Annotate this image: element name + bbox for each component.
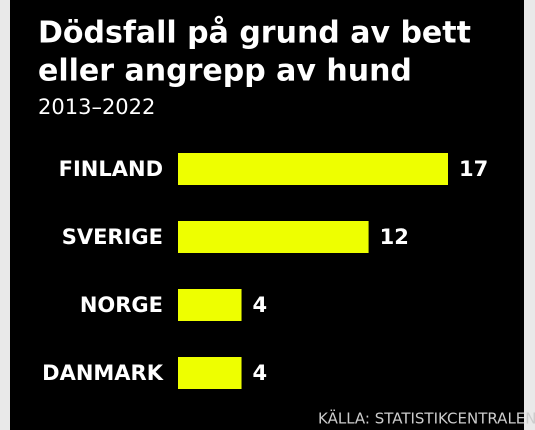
category-label: NORGE — [80, 293, 163, 317]
bar — [178, 221, 369, 253]
category-label: SVERIGE — [62, 225, 163, 249]
category-label: DANMARK — [42, 361, 164, 385]
category-label: FINLAND — [59, 157, 163, 181]
value-label: 4 — [253, 293, 268, 317]
chart-title: Dödsfall på grund av bett — [38, 15, 471, 51]
value-label: 4 — [253, 361, 268, 385]
bar — [178, 357, 242, 389]
value-label: 17 — [459, 157, 488, 181]
source: KÄLLA: STATISTIKCENTRALEN, — [318, 409, 535, 428]
value-label: 12 — [380, 225, 409, 249]
bar — [178, 153, 448, 185]
bar — [178, 289, 242, 321]
chart-subtitle: 2013–2022 — [38, 95, 155, 119]
chart-title: eller angrepp av hund — [38, 54, 412, 89]
background — [10, 0, 524, 430]
